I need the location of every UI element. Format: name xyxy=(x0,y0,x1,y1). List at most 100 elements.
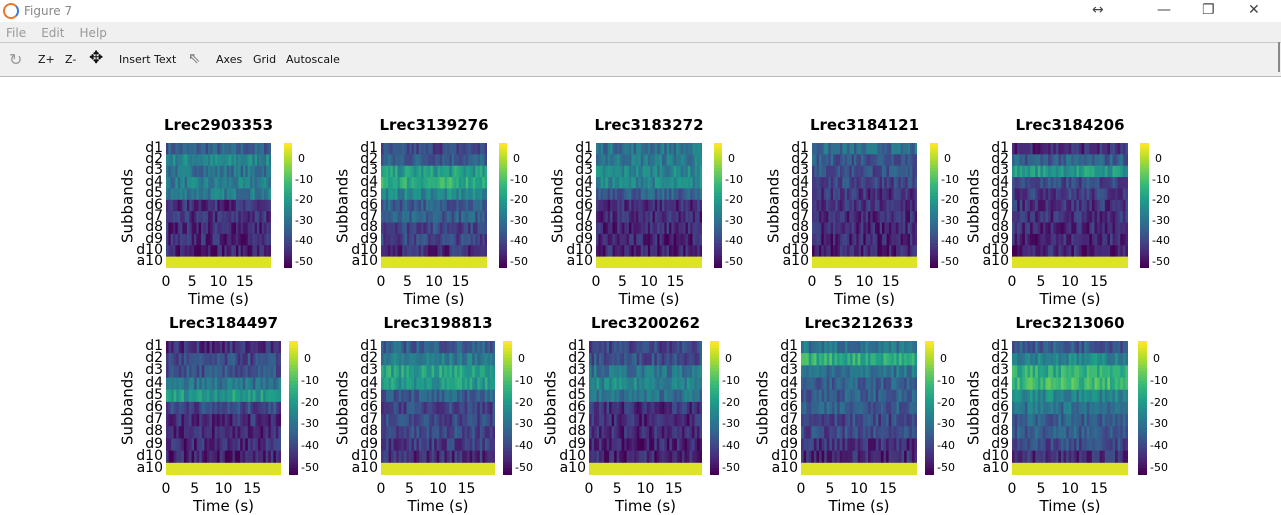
heatmap-cell xyxy=(699,341,702,354)
x-tick-label: 15 xyxy=(452,274,470,290)
x-tick-label: 0 xyxy=(808,274,817,290)
x-axis-label: Time (s) xyxy=(1040,290,1101,308)
x-axis-label: Time (s) xyxy=(193,497,254,515)
subplot-title: Lrec3184497 xyxy=(169,314,278,332)
heatmap-cell xyxy=(1125,154,1128,166)
heatmap-cell xyxy=(269,234,271,246)
x-tick-label: 0 xyxy=(797,481,806,497)
colorbar-tick-label: -50 xyxy=(941,256,959,267)
grid-button[interactable]: Grid xyxy=(253,53,276,66)
heatmap-cell xyxy=(1125,177,1128,189)
heatmap-cell xyxy=(269,257,271,268)
heatmap-cell xyxy=(915,188,917,200)
colorbar-tick-label: 0 xyxy=(304,353,311,364)
heatmap-cell xyxy=(699,438,702,451)
menu-edit[interactable]: Edit xyxy=(41,26,64,40)
heatmap-cell xyxy=(700,257,702,268)
heatmap-cell xyxy=(492,365,495,378)
subplot-title: Lrec3139276 xyxy=(379,116,488,134)
heatmap-cell xyxy=(269,177,271,189)
heatmap-cell xyxy=(485,177,487,189)
autoscale-button[interactable]: Autoscale xyxy=(286,53,340,66)
colorbar-tick-label: 0 xyxy=(1155,153,1162,164)
x-tick-label: 0 xyxy=(377,274,386,290)
insert-text-button[interactable]: Insert Text xyxy=(119,53,176,66)
colorbar-tick-label: -50 xyxy=(301,462,319,473)
subplot-title: Lrec2903353 xyxy=(164,116,273,134)
heatmap-cell xyxy=(1125,245,1128,257)
pan-icon[interactable]: ✥ xyxy=(89,48,103,68)
heatmap-cell xyxy=(1125,188,1128,200)
colorbar-tick-label: 0 xyxy=(513,153,520,164)
x-tick-label: 15 xyxy=(458,481,476,497)
x-tick-label: 10 xyxy=(425,274,443,290)
heatmap-cell xyxy=(914,353,917,366)
heatmap-cell xyxy=(278,402,281,415)
subplot-title: Lrec3184206 xyxy=(1015,116,1124,134)
zoom-out-button[interactable]: Z- xyxy=(65,53,76,66)
heatmap xyxy=(589,341,702,475)
axes-button[interactable]: Axes xyxy=(216,53,242,66)
minimize-button[interactable]: — xyxy=(1157,2,1171,18)
colorbar-tick-label: -50 xyxy=(515,462,533,473)
colorbar-tick-label: -30 xyxy=(722,418,740,429)
heatmap-cell xyxy=(492,402,495,415)
heatmap-cell xyxy=(485,234,487,246)
colorbar-tick-label: -30 xyxy=(1152,215,1170,226)
heatmap xyxy=(801,341,917,475)
colorbar xyxy=(930,143,938,268)
heatmap-cell xyxy=(700,154,702,166)
colorbar-tick-label: -30 xyxy=(941,215,959,226)
colorbar xyxy=(499,143,507,268)
colorbar-tick-label: -50 xyxy=(722,462,740,473)
menu-help[interactable]: Help xyxy=(80,26,107,40)
heatmap-cell xyxy=(915,223,917,235)
heatmap-cell xyxy=(914,426,917,439)
colorbar-segment xyxy=(714,265,722,268)
heatmap-cell xyxy=(278,365,281,378)
maximize-button[interactable]: ❐ xyxy=(1202,2,1215,18)
heatmap-cell xyxy=(278,378,281,391)
colorbar-tick-label: -30 xyxy=(515,418,533,429)
y-tick-label: a10 xyxy=(338,461,378,475)
colorbar-tick-label: -30 xyxy=(510,215,528,226)
x-tick-label: 0 xyxy=(585,481,594,497)
x-axis-label: Time (s) xyxy=(188,290,249,308)
colorbar-tick-label: -10 xyxy=(510,174,528,185)
colorbar-tick-label: -40 xyxy=(510,235,528,246)
x-tick-label: 15 xyxy=(243,481,261,497)
x-tick-label: 15 xyxy=(882,274,900,290)
x-tick-label: 10 xyxy=(850,481,868,497)
colorbar-tick-label: -50 xyxy=(725,256,743,267)
menu-file[interactable]: File xyxy=(6,26,26,40)
heatmap-cell xyxy=(700,166,702,178)
x-tick-label: 15 xyxy=(1090,274,1108,290)
close-button[interactable]: ✕ xyxy=(1248,2,1260,18)
colorbar-tick-label: -20 xyxy=(941,194,959,205)
heatmap-cell xyxy=(485,143,487,155)
zoom-in-button[interactable]: Z+ xyxy=(38,53,55,66)
heatmap-cell xyxy=(278,451,281,464)
colorbar-segment xyxy=(499,265,507,268)
heatmap-cell xyxy=(699,365,702,378)
heatmap xyxy=(596,143,702,268)
heatmap-cell xyxy=(699,414,702,427)
heatmap-cell xyxy=(278,341,281,354)
x-tick-label: 5 xyxy=(613,481,622,497)
heatmap-cell xyxy=(1125,200,1128,212)
x-tick-label: 15 xyxy=(665,481,683,497)
heatmap-cell xyxy=(1125,143,1128,155)
rotate-icon[interactable]: ↻ xyxy=(9,50,22,69)
heatmap-cell xyxy=(485,200,487,212)
menu-bar: File Edit Help xyxy=(0,22,1281,43)
heatmap-cell xyxy=(699,378,702,391)
heatmap-cell xyxy=(915,177,917,189)
x-tick-label: 5 xyxy=(834,274,843,290)
scrollbar[interactable] xyxy=(1278,42,1280,72)
colorbar-tick-label: -40 xyxy=(722,440,740,451)
pointer-icon[interactable]: ⇖ xyxy=(188,49,201,67)
heatmap-cell xyxy=(914,341,917,354)
y-tick-label: a10 xyxy=(969,254,1009,268)
heatmap-cell xyxy=(915,200,917,212)
heatmap-cell xyxy=(915,245,917,257)
